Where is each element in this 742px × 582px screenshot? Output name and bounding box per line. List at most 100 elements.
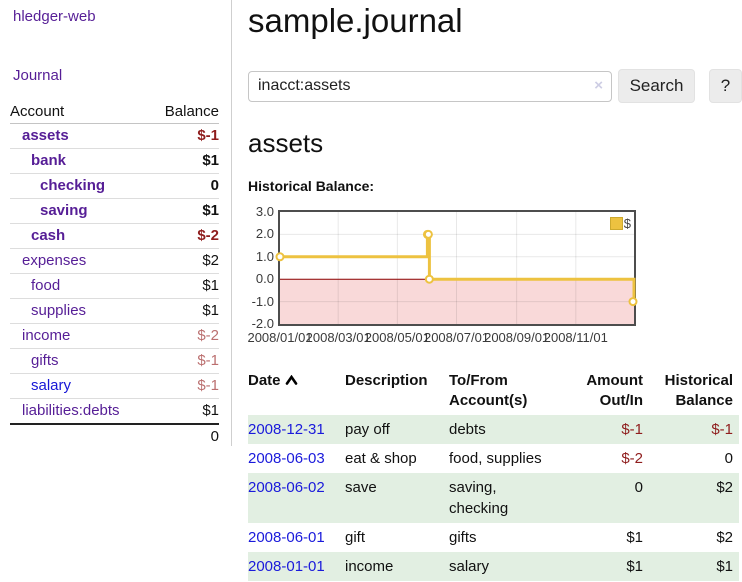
- transaction-accounts: gifts: [449, 529, 477, 546]
- account-link-liabilities-debts[interactable]: liabilities:debts: [22, 402, 120, 419]
- account-balance: 0: [210, 177, 219, 194]
- transaction-amount: $1: [626, 558, 643, 575]
- register-header-row: Date Description To/From Account(s) Amou…: [248, 369, 739, 415]
- transaction-date-link[interactable]: 2008-01-01: [248, 558, 325, 575]
- search-input[interactable]: [248, 70, 612, 102]
- accounts-total: 0: [210, 428, 219, 445]
- transaction-amount: 0: [634, 479, 643, 496]
- account-balance: $1: [202, 277, 219, 294]
- account-link-salary[interactable]: salary: [31, 377, 72, 394]
- account-balance: $1: [202, 402, 219, 419]
- account-balance: $-1: [197, 352, 219, 369]
- transaction-balance: $2: [716, 479, 733, 496]
- register-row: 2008-01-01 income salary $1 $1: [248, 552, 739, 581]
- transaction-balance: $-1: [711, 421, 733, 438]
- journal-link[interactable]: Journal: [13, 67, 63, 84]
- account-row: liabilities:debts $1: [10, 399, 219, 424]
- account-balance: $-1: [197, 127, 219, 144]
- accounts-column-header: To/From Account(s): [449, 372, 528, 409]
- chart-heading: Historical Balance:: [248, 178, 375, 194]
- balance-column-header: Balance: [164, 103, 219, 120]
- y-axis-tick-label: -1.0: [251, 293, 274, 309]
- transaction-date-link[interactable]: 2008-12-31: [248, 421, 325, 438]
- transaction-description: gift: [345, 529, 366, 546]
- transaction-description: income: [345, 558, 394, 575]
- account-heading: assets: [248, 128, 324, 158]
- search-row: × Search ?: [248, 69, 742, 103]
- x-axis-tick-label: 2008/11/01: [543, 330, 608, 345]
- transaction-accounts: debts: [449, 421, 486, 438]
- account-row: food $1: [10, 274, 219, 299]
- account-row: salary $-1: [10, 374, 219, 399]
- account-link-bank[interactable]: bank: [31, 152, 67, 169]
- account-row: gifts $-1: [10, 349, 219, 374]
- account-column-header: Account: [10, 103, 65, 120]
- transaction-accounts: salary: [449, 558, 490, 575]
- account-row: checking 0: [10, 174, 219, 199]
- account-link-cash[interactable]: cash: [31, 227, 66, 244]
- account-row: assets $-1: [10, 124, 219, 149]
- accounts-table-header: Account Balance: [10, 100, 219, 124]
- account-link-income[interactable]: income: [22, 327, 71, 344]
- main-content: sample.journal × Search ? assets Histori…: [232, 0, 742, 581]
- legend-swatch-icon: [609, 217, 623, 230]
- y-axis-tick-label: 3.0: [255, 204, 274, 219]
- clear-search-icon[interactable]: ×: [594, 76, 603, 94]
- historical-balance-chart: $ 3.0 2.0 1.0 0.0 -1.0 -2.0 2008/01/01 2008/03/…: [247, 204, 668, 348]
- y-axis-tick-label: -2.0: [251, 316, 274, 331]
- account-link-food[interactable]: food: [31, 277, 61, 294]
- y-axis-tick-label: 2.0: [255, 226, 274, 242]
- x-axis-tick-label: 2008/01/01: [247, 330, 313, 345]
- search-box: ×: [248, 70, 612, 102]
- account-link-checking[interactable]: checking: [40, 177, 106, 194]
- register-row: 2008-06-01 gift gifts $1 $2: [248, 523, 739, 552]
- y-axis-tick-label: 1.0: [255, 248, 274, 264]
- search-button[interactable]: Search: [618, 69, 695, 103]
- transaction-date-link[interactable]: 2008-06-03: [248, 450, 325, 467]
- transaction-amount: $-2: [621, 450, 643, 467]
- account-row: supplies $1: [10, 299, 219, 324]
- x-axis-tick-label: 2008/09/01: [484, 330, 550, 345]
- app-title[interactable]: hledger-web: [13, 8, 96, 25]
- account-link-assets[interactable]: assets: [22, 127, 69, 144]
- page-title: sample.journal: [248, 2, 463, 39]
- account-link-expenses[interactable]: expenses: [22, 252, 87, 269]
- account-row: saving $1: [10, 199, 219, 224]
- account-link-gifts[interactable]: gifts: [31, 352, 59, 369]
- register-table: Date Description To/From Account(s) Amou…: [248, 369, 739, 581]
- chart-svg: [275, 212, 638, 324]
- chart-legend: $: [609, 216, 631, 231]
- account-link-saving[interactable]: saving: [40, 202, 88, 219]
- transaction-date-link[interactable]: 2008-06-01: [248, 529, 325, 546]
- transaction-balance: 0: [724, 450, 733, 467]
- accounts-table: Account Balance assets $-1 bank $1 check…: [10, 100, 219, 449]
- chart-plot-area: $: [275, 210, 638, 326]
- transaction-date-link[interactable]: 2008-06-02: [248, 479, 325, 496]
- account-balance: $2: [202, 252, 219, 269]
- date-column-header[interactable]: Date: [248, 369, 345, 415]
- sidebar: hledger-web Journal Account Balance asse…: [0, 0, 232, 446]
- transaction-balance: $2: [716, 529, 733, 546]
- legend-label: $: [623, 216, 631, 231]
- transaction-description: save: [345, 479, 377, 496]
- register-row: 2008-12-31 pay off debts $-1 $-1: [248, 415, 739, 444]
- transaction-balance: $1: [716, 558, 733, 575]
- y-axis-tick-label: 0.0: [255, 271, 274, 287]
- help-button[interactable]: ?: [709, 69, 742, 103]
- account-link-supplies[interactable]: supplies: [31, 302, 87, 319]
- register-row: 2008-06-02 save saving, checking 0 $2: [248, 473, 739, 523]
- transaction-amount: $1: [626, 529, 643, 546]
- accounts-total-row: 0: [10, 424, 219, 449]
- transaction-description: eat & shop: [345, 450, 417, 467]
- x-axis-tick-label: 2008/07/01: [423, 330, 490, 345]
- account-row: income $-2: [10, 324, 219, 349]
- amount-column-header: Amount Out/In: [586, 372, 643, 409]
- sort-ascending-icon: [285, 374, 297, 385]
- transaction-accounts: saving, checking: [449, 479, 509, 517]
- account-row: cash $-2: [10, 224, 219, 249]
- transaction-description: pay off: [345, 421, 390, 438]
- x-axis-tick-label: 2008/03/01: [305, 330, 371, 345]
- transaction-amount: $-1: [621, 421, 643, 438]
- account-balance: $1: [202, 302, 219, 319]
- account-balance: $-2: [197, 227, 219, 244]
